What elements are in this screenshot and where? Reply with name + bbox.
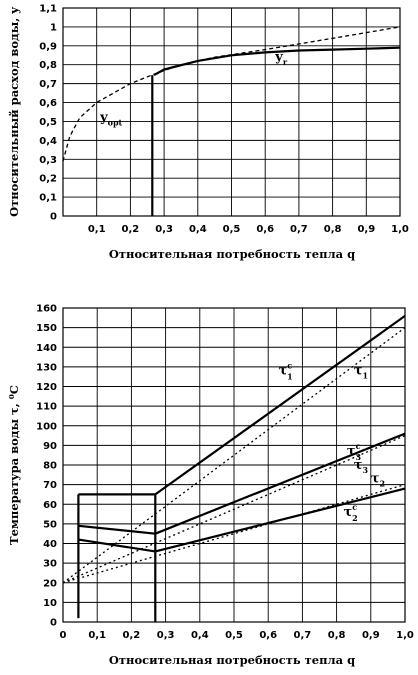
y-tick-label: 40 [43, 539, 57, 550]
series-label: τc 2 [343, 502, 357, 523]
y-tick-label: 10 [43, 598, 57, 609]
x-tick-label: 0,8 [328, 630, 346, 641]
series-label: τ2 [371, 472, 385, 489]
y-tick-label: 0,8 [39, 60, 57, 71]
x-tick-label: 0,1 [88, 630, 106, 641]
x-tick-label: 0,7 [294, 630, 312, 641]
series-line-y-r [153, 46, 401, 77]
y-tick-label: 0,9 [39, 41, 57, 52]
y-tick-label: 0,7 [39, 79, 57, 90]
y-tick-label: 140 [36, 343, 57, 354]
annotations-water-flow: yopt yr [99, 50, 288, 128]
x-tick-label: 0,9 [357, 224, 375, 235]
x-tick-label: 0,5 [223, 224, 241, 235]
series-label: τc 3 [347, 441, 362, 462]
series-label: τ1 [354, 364, 368, 381]
series-line--3 [62, 435, 406, 584]
y-tick-label: 150 [36, 323, 57, 334]
grid-water-flow [63, 7, 401, 217]
chart-water-flow: 0,1 0,2 0,3 0,4 0,5 0,6 0,7 0,8 0,9 1,0 0 0,1 0,2 0,3… [7, 4, 409, 262]
series-label: yopt [99, 110, 122, 127]
x-tick-label: 0,1 [88, 224, 106, 235]
y-tick-label: 0,5 [39, 117, 57, 128]
x-tick-label: 0,6 [259, 630, 277, 641]
series-line--1 [62, 327, 406, 584]
x-tick-label: 0 [60, 630, 67, 641]
y-tick-label: 0,6 [39, 98, 57, 109]
y-tick-label: 60 [43, 500, 57, 511]
y-tick-label: 130 [36, 362, 57, 373]
x-tick-label: 0,2 [123, 630, 141, 641]
y-tick-label: 0,4 [39, 136, 57, 147]
x-tick-label: 0,8 [324, 224, 342, 235]
y-tick-label: 90 [43, 441, 57, 452]
x-tick-label: 0,3 [155, 224, 173, 235]
series-water-flow [62, 26, 401, 216]
y-tick-label: 160 [36, 304, 57, 315]
frame-water-flow [62, 7, 401, 217]
y-tick-label: 80 [43, 461, 57, 472]
frame-water-temperature [62, 307, 406, 623]
y-tick-label: 120 [36, 382, 57, 393]
x-axis-title: Относительная потребность тепла q [109, 247, 355, 261]
chart-water-temperature: 0 0,1 0,2 0,3 0,4 0,5 0,6 0,7 0,8 0,9 1,0 0 10 20 30 40… [7, 304, 414, 668]
series-water-temperature [62, 315, 406, 622]
x-tick-label: 0,6 [256, 224, 274, 235]
x-tick-label: 1,0 [391, 224, 409, 235]
x-tick-label: 0,7 [290, 224, 308, 235]
y-tick-label: 1 [50, 22, 57, 33]
series-line--2 [62, 483, 406, 584]
series-label: τc 1 [278, 361, 292, 382]
x-tick-label: 0,3 [157, 630, 175, 641]
y-tick-label: 0,2 [39, 174, 57, 185]
y-axis-title: Температура воды τ, ⁰C [7, 385, 21, 545]
y-tick-label: 30 [43, 559, 57, 570]
y-tick-label: 50 [43, 519, 57, 530]
x-tick-label: 0,9 [362, 630, 380, 641]
series-label: yr [274, 50, 288, 67]
ticks-water-temperature: 0 0,1 0,2 0,3 0,4 0,5 0,6 0,7 0,8 0,9 1,0 0 10 20 30 40… [36, 304, 414, 642]
series-line-y-opt [62, 26, 401, 162]
ticks-water-flow: 0,1 0,2 0,3 0,4 0,5 0,6 0,7 0,8 0,9 1,0 0 0,1 0,2 0,3… [39, 4, 409, 236]
x-axis-title: Относительная потребность тепла q [109, 653, 355, 667]
y-tick-label: 70 [43, 480, 57, 491]
y-tick-label: 0 [50, 618, 57, 629]
y-tick-label: 100 [36, 421, 57, 432]
series-label: τ3 [354, 458, 369, 475]
y-axis-title: Относительный расход воды, y [7, 7, 21, 217]
y-tick-label: 1,1 [39, 4, 57, 15]
x-tick-label: 0,5 [225, 630, 243, 641]
y-tick-label: 110 [36, 402, 57, 413]
y-tick-label: 0,3 [39, 155, 57, 166]
x-tick-label: 0,4 [191, 630, 209, 641]
x-tick-label: 1,0 [396, 630, 414, 641]
x-tick-label: 0,4 [189, 224, 207, 235]
y-tick-label: 0 [50, 212, 57, 223]
y-tick-label: 0,1 [39, 193, 57, 204]
x-tick-label: 0,2 [122, 224, 140, 235]
y-tick-label: 20 [43, 578, 57, 589]
